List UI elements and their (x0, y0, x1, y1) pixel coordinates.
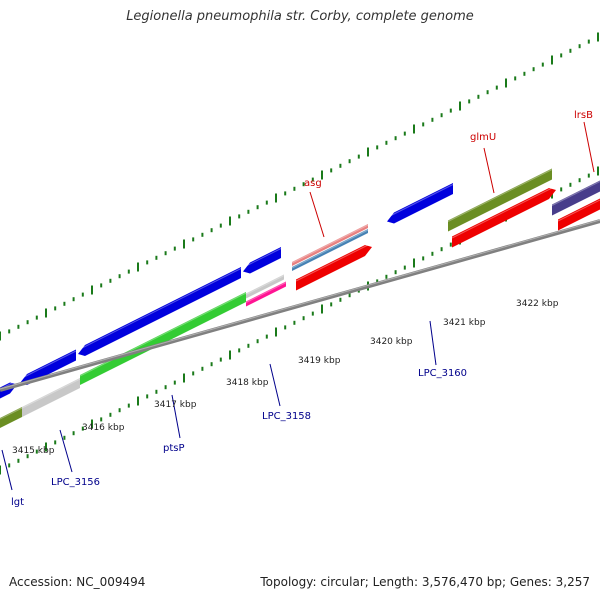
gene-bar-pink-shine (245, 282, 287, 303)
tick-label: 3421 kbp (443, 318, 486, 328)
callout-line-lrsb (583, 121, 595, 173)
backbone-highlight (0, 219, 600, 390)
tick-label: 3416 kbp (82, 423, 125, 433)
cds-arrow-reverse-shine (19, 350, 77, 380)
tick-label: 3417 kbp (154, 400, 197, 410)
callout-line-glmu (483, 147, 495, 194)
gene-bar-green (80, 292, 246, 385)
callout-line-asg (309, 191, 325, 238)
callout-line-lpc-3158 (269, 363, 281, 407)
cds-arrow-reverse (243, 247, 281, 274)
map-title: Legionella pneumophila str. Corby, compl… (126, 9, 474, 24)
gene-bar-grey-shine (21, 378, 81, 409)
gene-bar-steel (292, 229, 368, 271)
gene-label-glmu: glmU (470, 132, 496, 143)
cds-arrow-reverse-shine (242, 248, 282, 268)
callout-line-ptsp (171, 394, 181, 439)
feature-track (0, 168, 600, 428)
cds-arrow-forward-shine (557, 199, 600, 222)
gene-label-ptsp: ptsP (163, 443, 185, 454)
gene-bar-grey-small-shine (245, 275, 285, 295)
gene-labels: lgt LPC_3156 ptsP LPC_3158 LPC_3160 asg glmU lr… (11, 110, 593, 508)
cds-arrow-reverse (387, 183, 453, 224)
cds-arrow-forward-shine (295, 242, 373, 282)
gene-label-lrsb: lrsB (574, 110, 593, 121)
tick-labels: 3415 kbp 3416 kbp 3417 kbp 3418 kbp 3419 kbp… (12, 299, 559, 456)
tick-label: 3420 kbp (370, 337, 413, 347)
genome-backbone (0, 219, 600, 392)
cds-arrow-reverse-shine (386, 184, 454, 218)
tick-label: 3419 kbp (298, 356, 341, 366)
gene-callouts (1, 121, 595, 491)
cds-arrow-forward (558, 198, 600, 231)
gene-bar-slate-shine (551, 180, 600, 206)
callout-line-lgt (1, 449, 13, 491)
gene-label-lgt: lgt (11, 497, 24, 508)
gene-bar-olive-shine (0, 407, 23, 420)
tick-label: 3422 kbp (516, 299, 559, 309)
gene-bar-grey (22, 378, 80, 417)
tick-marks (0, 32, 599, 475)
gene-label-lpc-3158: LPC_3158 (262, 411, 311, 422)
callout-line-lpc-3160 (429, 320, 437, 366)
gene-bar-rose (292, 224, 368, 266)
gene-label-asg: asg (304, 178, 322, 189)
callout-line-lpc-3156 (59, 429, 73, 473)
gene-bar-olive-glmU-shine (447, 169, 553, 222)
gene-bar-rose-shine (291, 224, 369, 264)
cds-arrow-forward (452, 188, 556, 248)
cds-arrow-forward-shine (451, 185, 557, 239)
backbone-line (0, 219, 600, 392)
gene-bar-green-shine (79, 292, 247, 377)
gene-bar-grey-small (246, 274, 284, 299)
gene-bar-slate (552, 180, 600, 216)
gene-label-lpc-3160: LPC_3160 (418, 368, 467, 379)
cds-arrow-reverse (78, 267, 241, 356)
gene-bar-olive (0, 407, 22, 428)
cds-arrow-forward (296, 245, 372, 291)
tick-label: 3418 kbp (226, 378, 269, 388)
cds-arrow-reverse (20, 349, 76, 385)
accession-text: Accession: NC_009494 (9, 575, 146, 589)
cds-arrow-reverse-shine (77, 268, 242, 351)
gene-bar-steel-shine (291, 229, 369, 269)
gene-bar-olive-glmU (448, 168, 552, 232)
gene-bar-pink (246, 281, 286, 307)
gene-label-lpc-3156: LPC_3156 (51, 477, 100, 488)
topology-text: Topology: circular; Length: 3,576,470 bp… (260, 575, 590, 589)
tick-label: 3415 kbp (12, 446, 55, 456)
